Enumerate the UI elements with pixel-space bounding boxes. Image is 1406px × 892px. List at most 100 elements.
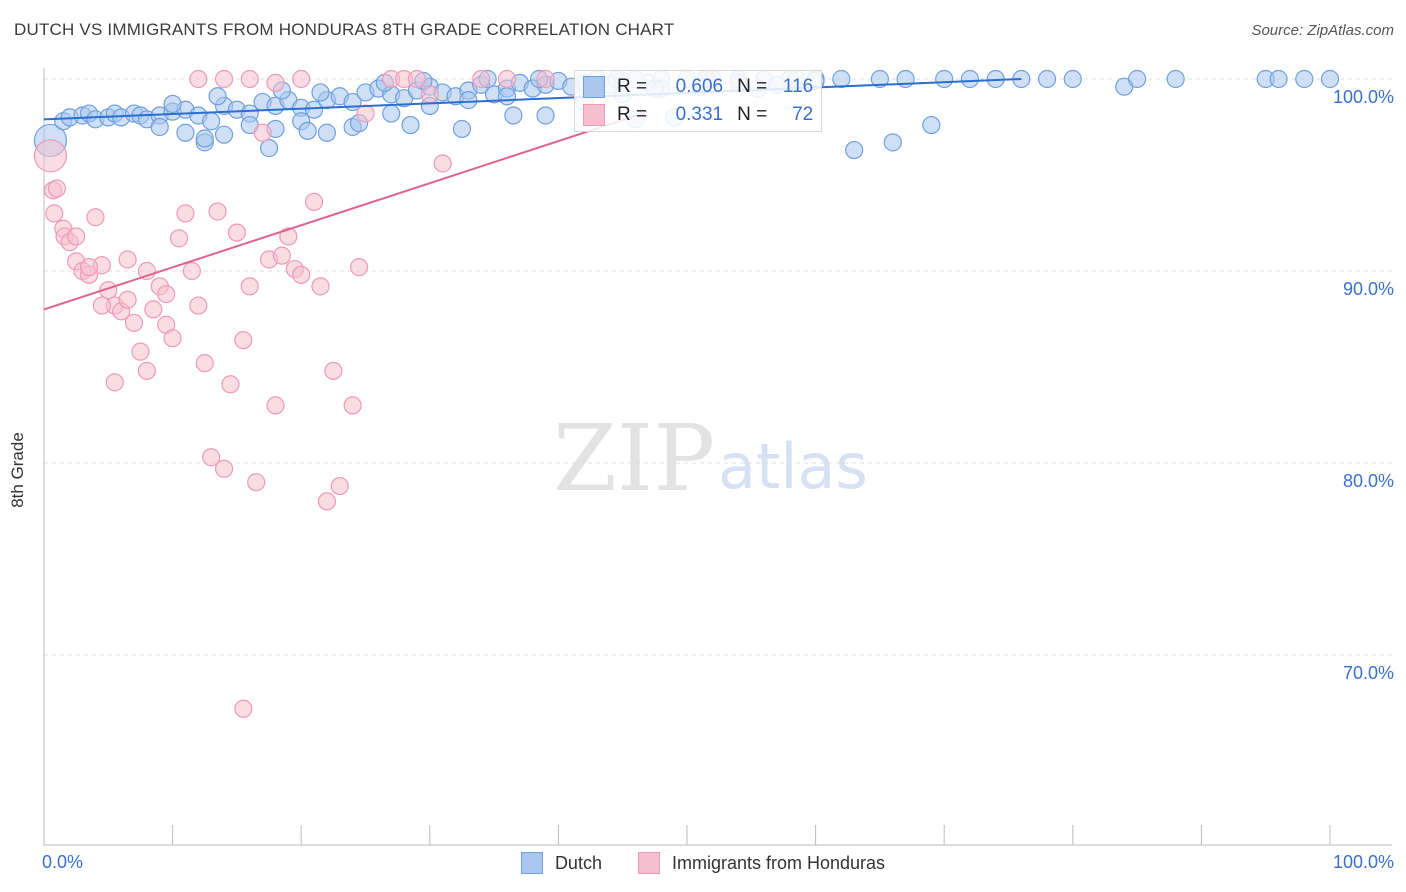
dutch-point: [1295, 69, 1314, 89]
honduras-point: [227, 223, 246, 242]
honduras-point: [240, 277, 259, 296]
honduras-point: [67, 227, 86, 246]
dutch-point: [1127, 69, 1147, 89]
legend-label-honduras: Immigrants from Honduras: [671, 852, 886, 873]
honduras-point: [45, 204, 64, 223]
dutch-point: [922, 115, 941, 135]
axes: [43, 68, 1392, 846]
honduras-point: [208, 202, 227, 221]
honduras-point: [202, 448, 221, 467]
honduras-point: [118, 290, 137, 309]
honduras-point: [144, 300, 163, 319]
honduras-point: [234, 331, 253, 350]
dutch-point: [401, 115, 420, 135]
dutch-point: [536, 106, 555, 125]
dutch-point: [202, 112, 221, 131]
honduras-point: [157, 284, 176, 304]
honduras-point: [221, 375, 240, 394]
dutch-point: [382, 104, 401, 123]
honduras-point: [433, 154, 452, 173]
dutch-point: [935, 69, 954, 89]
honduras-point: [105, 373, 124, 392]
honduras-point: [189, 69, 208, 89]
honduras-point: [497, 69, 517, 89]
honduras-swatch: [583, 104, 605, 126]
honduras-point: [272, 246, 292, 265]
honduras-point: [349, 258, 369, 277]
y-tick-label-80: 80.0%: [1342, 471, 1394, 491]
n-label: N =: [737, 76, 768, 97]
honduras-point: [304, 192, 324, 211]
honduras-point: [292, 265, 311, 284]
honduras-point: [240, 69, 259, 89]
dutch-point: [259, 139, 279, 158]
dutch-point: [497, 87, 517, 106]
dutch-point: [1166, 69, 1185, 89]
honduras-point: [330, 476, 349, 496]
legend-item-dutch[interactable]: Dutch: [520, 852, 602, 874]
dutch-point: [214, 125, 234, 144]
dutch-point: [176, 123, 195, 142]
dutch-point: [298, 121, 317, 140]
stats-row-dutch: R = 0.606 N = 116: [583, 73, 813, 101]
honduras-trend-line: [43, 110, 649, 311]
dutch-point: [195, 129, 214, 148]
dutch-point: [150, 117, 169, 137]
y-tick-label-100: 100.0%: [1332, 87, 1394, 107]
chart-title: DUTCH VS IMMIGRANTS FROM HONDURAS 8TH GR…: [14, 20, 675, 39]
dutch-point: [317, 123, 337, 142]
series-legend: Dutch Immigrants from Honduras: [0, 852, 1406, 874]
dutch-swatch: [583, 76, 605, 98]
stats-legend: R = 0.606 N = 116 R = 0.331 N = 72: [574, 70, 822, 132]
honduras-point: [137, 361, 156, 380]
honduras-point: [343, 396, 362, 415]
x-tick-label-max: 100.0%: [1332, 852, 1394, 872]
dutch-point: [1269, 69, 1288, 89]
stats-row-honduras: R = 0.331 N = 72: [583, 101, 813, 129]
dutch-point: [459, 91, 478, 110]
r-label: R =: [617, 76, 648, 97]
honduras-point: [472, 69, 491, 89]
honduras-legend-swatch: [637, 852, 660, 874]
honduras-point: [92, 296, 111, 315]
dutch-point: [1037, 69, 1057, 89]
legend-label-dutch: Dutch: [554, 852, 602, 873]
dutch-point: [311, 83, 330, 102]
honduras-point: [407, 69, 427, 89]
honduras-point: [118, 250, 137, 269]
honduras-point: [247, 473, 266, 492]
honduras-point: [266, 396, 285, 415]
dutch-point: [452, 119, 472, 139]
r-value: 0.606: [675, 76, 724, 97]
r-label: R =: [617, 104, 648, 125]
honduras-points: [33, 69, 555, 718]
honduras-point: [47, 179, 66, 198]
n-value: 116: [782, 76, 814, 97]
dutch-point: [1063, 69, 1082, 89]
r-value: 0.331: [675, 104, 724, 125]
honduras-point: [420, 85, 439, 104]
honduras-point: [214, 459, 234, 478]
honduras-point: [279, 227, 298, 246]
honduras-point: [169, 229, 189, 248]
watermark-zip: ZIP: [553, 405, 716, 512]
honduras-point: [163, 329, 182, 348]
dutch-point: [163, 94, 182, 114]
dutch-point: [1320, 69, 1340, 89]
dutch-point: [304, 100, 324, 119]
honduras-point: [356, 104, 375, 123]
source-note: Source: ZipAtlas.com: [1251, 22, 1394, 39]
honduras-point: [311, 277, 330, 296]
y-tick-label-90: 90.0%: [1342, 279, 1394, 299]
honduras-point: [176, 204, 195, 223]
honduras-point: [195, 354, 214, 373]
honduras-point: [536, 69, 555, 89]
dutch-point: [960, 69, 980, 89]
dutch-point: [845, 140, 864, 160]
gridlines: [44, 78, 1392, 656]
dutch-point: [883, 133, 902, 152]
honduras-point: [182, 261, 201, 281]
honduras-point: [292, 69, 311, 89]
legend-item-honduras[interactable]: Immigrants from Honduras: [637, 852, 886, 874]
